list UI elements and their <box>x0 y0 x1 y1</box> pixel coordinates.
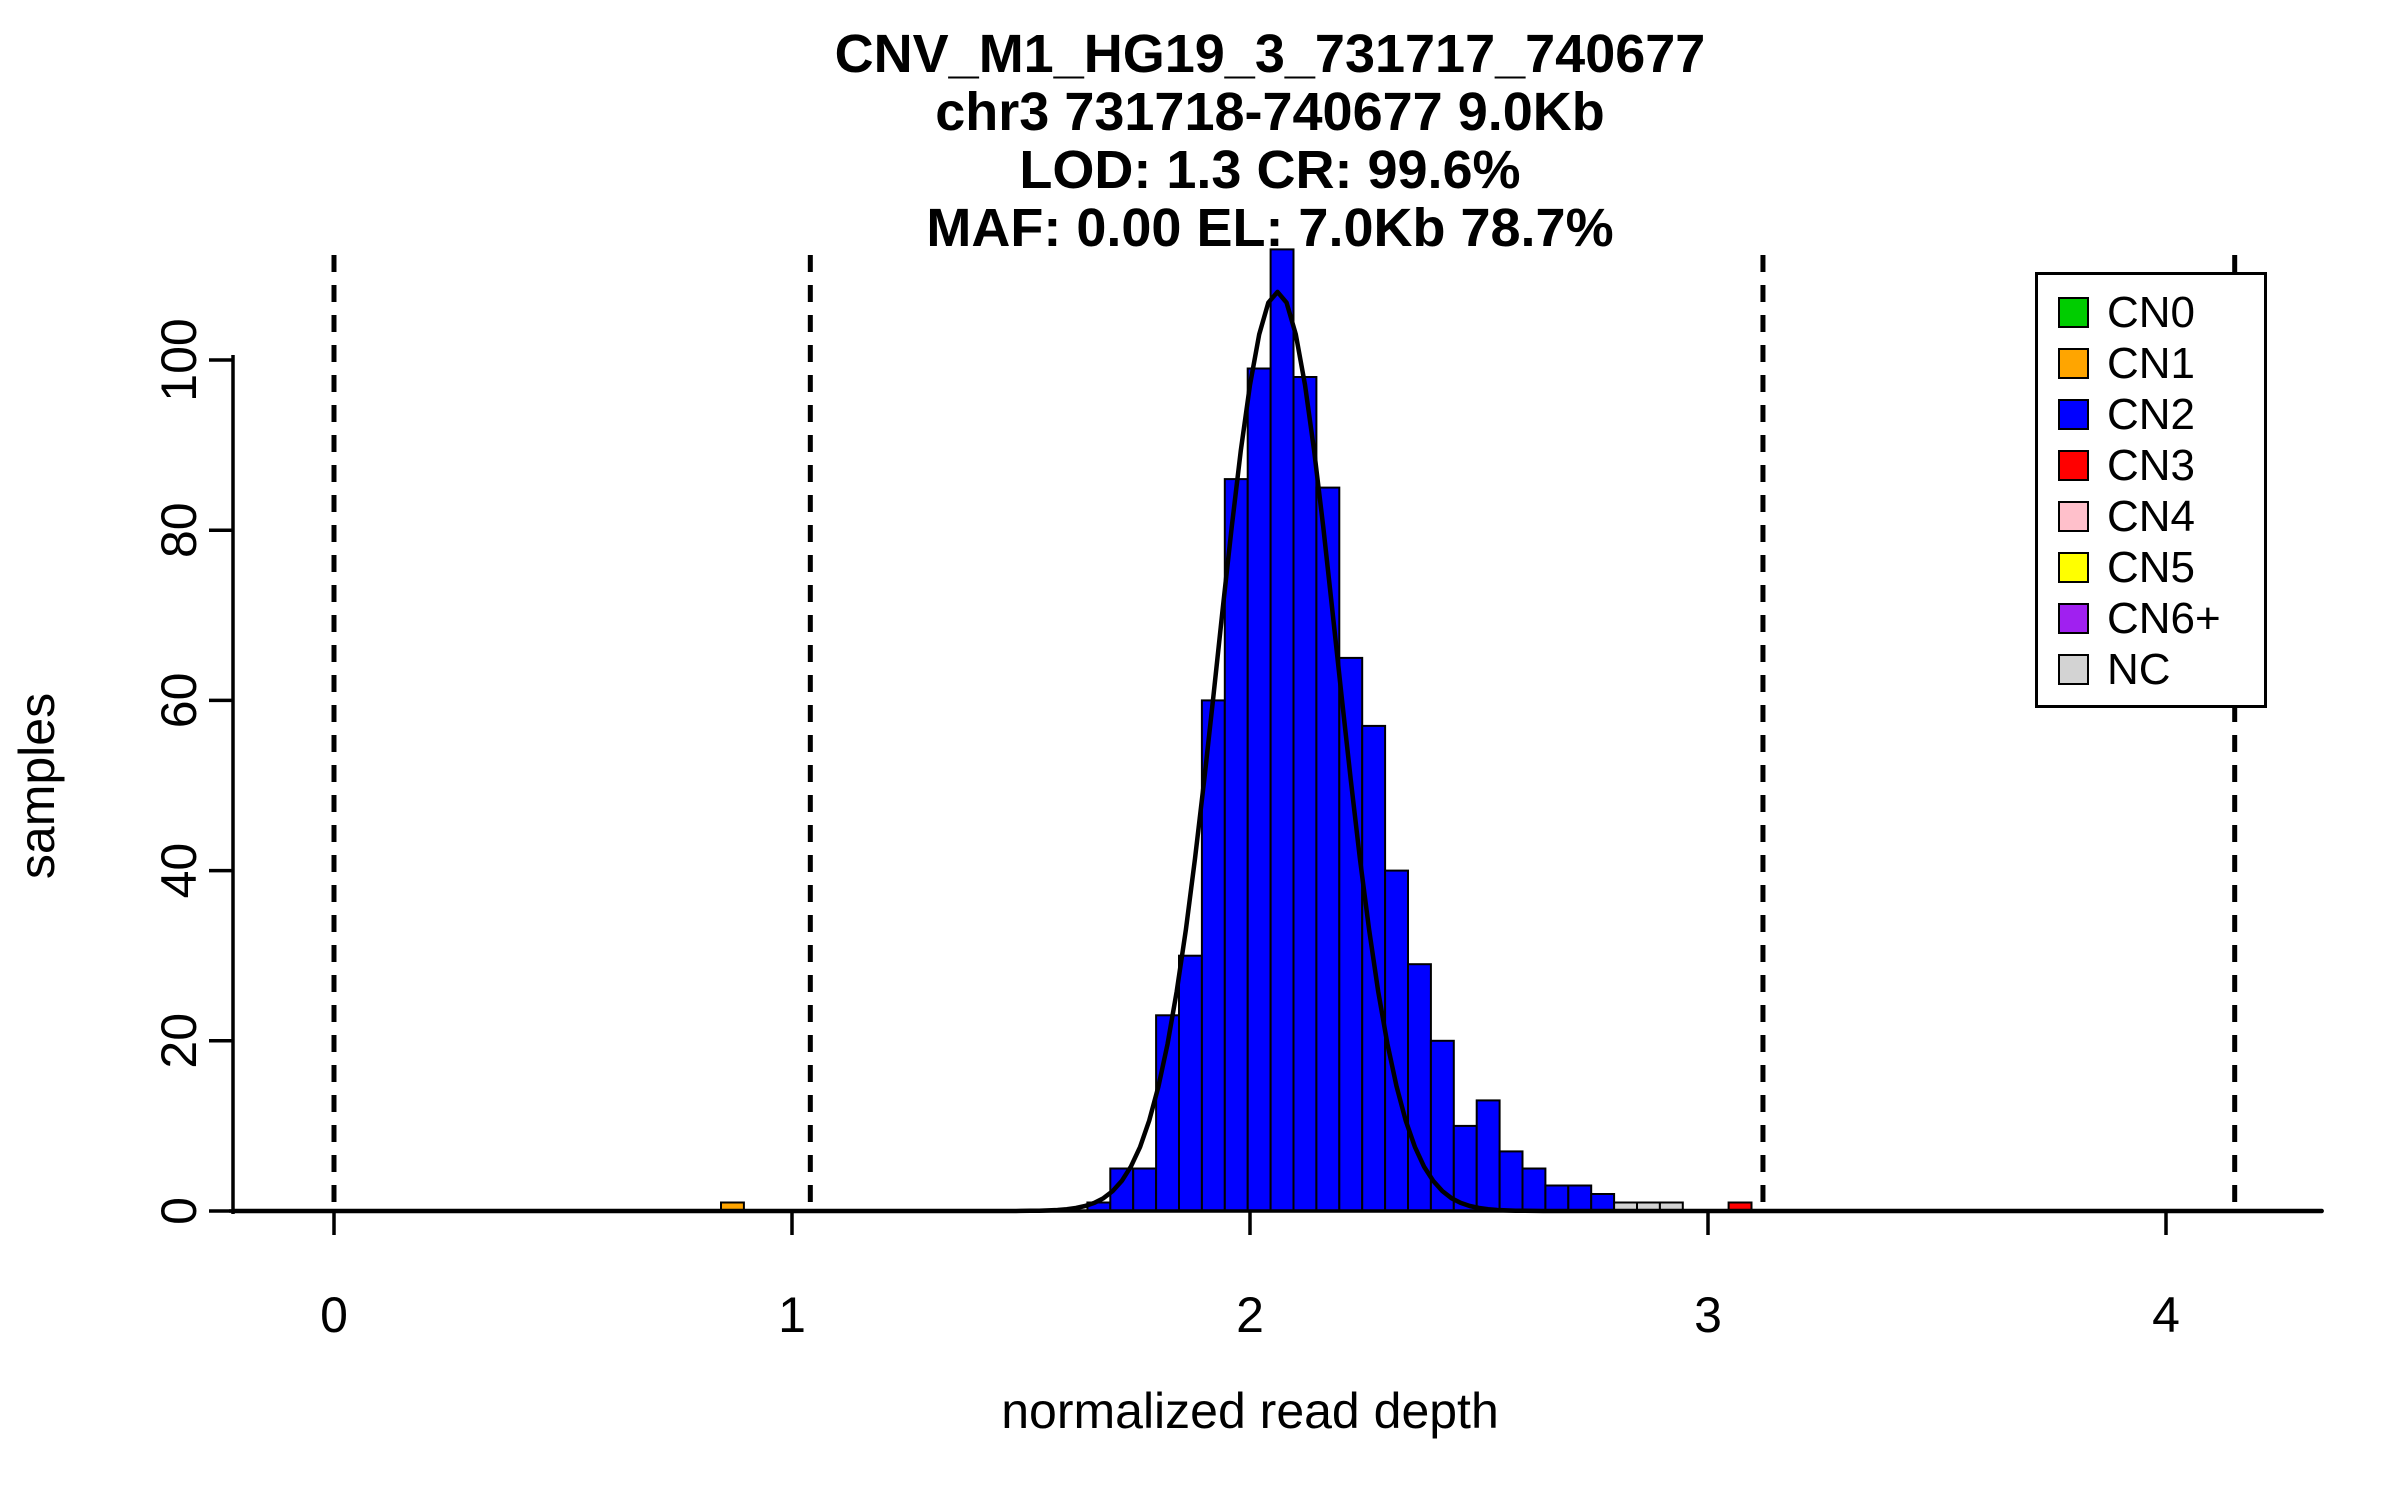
histogram-bar-cn2 <box>1269 248 1295 1212</box>
legend-label: CN4 <box>2107 491 2196 541</box>
legend-item-cn3: CN3 <box>2058 440 2264 491</box>
y-axis-tick-label: 0 <box>151 1197 207 1225</box>
legend-swatch-cn0 <box>2058 297 2089 328</box>
histogram-bar-cn2 <box>1178 954 1203 1213</box>
y-axis-tick-label: 80 <box>151 502 207 558</box>
x-axis-tick-label: 0 <box>320 1287 348 1343</box>
legend-item-cn5: CN5 <box>2058 542 2264 593</box>
y-axis-tick-label: 100 <box>151 318 207 401</box>
histogram-bar-cn2 <box>1132 1167 1158 1212</box>
legend-item-cn6plus: CN6+ <box>2058 593 2264 644</box>
legend-label: CN6+ <box>2107 593 2221 643</box>
histogram-bar-cn2 <box>1246 367 1272 1212</box>
chart-title-line-3: LOD: 1.3 CR: 99.6% <box>1019 140 1520 200</box>
y-axis-title: samples <box>9 693 65 879</box>
x-axis-tick-label: 2 <box>1236 1287 1264 1343</box>
chart-title-line-2: chr3 731718-740677 9.0Kb <box>935 82 1605 142</box>
legend-label: NC <box>2107 644 2171 694</box>
chart-title-line-4: MAF: 0.00 EL: 7.0Kb 78.7% <box>926 198 1613 258</box>
y-axis-tick-label: 20 <box>151 1013 207 1069</box>
x-axis-title: normalized read depth <box>1001 1383 1499 1439</box>
x-axis-tick-label: 3 <box>1694 1287 1722 1343</box>
y-axis-tick-label: 40 <box>151 843 207 899</box>
legend-label: CN1 <box>2107 338 2196 388</box>
legend-label: CN3 <box>2107 440 2196 490</box>
legend-label: CN5 <box>2107 542 2196 592</box>
legend-swatch-cn2 <box>2058 399 2089 430</box>
histogram-bar-cn2 <box>1338 656 1364 1212</box>
legend-label: CN0 <box>2107 287 2196 337</box>
legend-box: CN0 CN1 CN2 CN3 CN4 CN5 CN6+ NC <box>2035 272 2267 708</box>
legend-item-cn2: CN2 <box>2058 389 2264 440</box>
legend-item-nc: NC <box>2058 644 2264 695</box>
legend-item-cn1: CN1 <box>2058 338 2264 389</box>
chart-title-line-1: CNV_M1_HG19_3_731717_740677 <box>835 24 1706 84</box>
legend-swatch-cn6plus <box>2058 603 2089 634</box>
legend-swatch-cn4 <box>2058 501 2089 532</box>
legend-swatch-cn5 <box>2058 552 2089 583</box>
histogram-bar-cn2 <box>1498 1150 1524 1213</box>
legend-item-cn0: CN0 <box>2058 287 2264 338</box>
histogram-bar-cn2 <box>1223 478 1249 1213</box>
x-axis-tick-label: 1 <box>778 1287 806 1343</box>
histogram-bar-cn2 <box>1521 1167 1547 1212</box>
x-axis-tick-label: 4 <box>2152 1287 2180 1343</box>
histogram-bar-cn2 <box>1452 1124 1478 1213</box>
histogram-bar-cn2 <box>1475 1099 1501 1213</box>
histogram-bar-cn2 <box>1544 1184 1570 1212</box>
legend-swatch-cn3 <box>2058 450 2089 481</box>
histogram-bar-cn2 <box>1590 1193 1616 1212</box>
y-axis-tick-label: 60 <box>151 673 207 729</box>
legend-swatch-nc <box>2058 654 2089 685</box>
legend-item-cn4: CN4 <box>2058 491 2264 542</box>
legend-swatch-cn1 <box>2058 348 2089 379</box>
legend-label: CN2 <box>2107 389 2196 439</box>
histogram-bar-cn2 <box>1315 486 1341 1213</box>
histogram-bar-cn2 <box>1292 376 1318 1212</box>
histogram-bar-cn2 <box>1567 1184 1593 1212</box>
